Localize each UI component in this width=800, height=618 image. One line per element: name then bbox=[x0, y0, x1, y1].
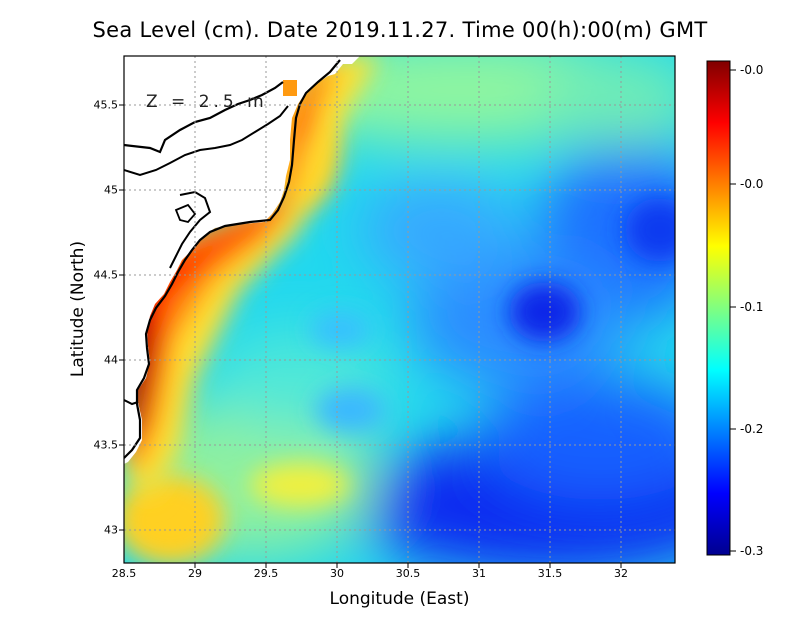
x-tick-label: 30 bbox=[330, 567, 344, 580]
colorbar-tick-label: -0.0 bbox=[740, 177, 764, 191]
colorbar-tick-label: -0.3 bbox=[740, 544, 764, 558]
depth-label: Z = 2.5 m bbox=[146, 92, 268, 112]
y-tick-label: 43 bbox=[104, 523, 118, 537]
colorbar-tick-label: -0.0 bbox=[740, 63, 764, 77]
y-tick-label: 43.5 bbox=[93, 438, 119, 452]
plot-frame bbox=[123, 55, 676, 564]
map-title: Sea Level (cm). Date 2019.11.27. Time 00… bbox=[92, 18, 708, 42]
x-tick-label: 32 bbox=[614, 567, 628, 580]
x-tick-label: 29 bbox=[188, 567, 202, 580]
colorbar bbox=[706, 60, 731, 556]
y-tick-label: 45 bbox=[104, 183, 118, 197]
x-axis-label: Longitude (East) bbox=[329, 589, 470, 609]
x-tick-label: 30.5 bbox=[395, 567, 421, 580]
x-tick-label: 31 bbox=[472, 567, 486, 580]
x-tick-label: 29.5 bbox=[253, 567, 279, 580]
y-axis-label: Latitude (North) bbox=[68, 240, 88, 378]
x-tick-label: 28.5 bbox=[111, 567, 137, 580]
sea-level-field bbox=[124, 56, 675, 563]
y-tick-label: 45.5 bbox=[93, 98, 119, 112]
x-tick-label: 31.5 bbox=[537, 567, 563, 580]
y-tick-label: 44 bbox=[104, 353, 118, 367]
colorbar-tick-label: -0.1 bbox=[740, 300, 764, 314]
colorbar-tick-label: -0.2 bbox=[740, 422, 764, 436]
y-tick-label: 44.5 bbox=[93, 268, 119, 282]
graticule bbox=[124, 56, 675, 563]
